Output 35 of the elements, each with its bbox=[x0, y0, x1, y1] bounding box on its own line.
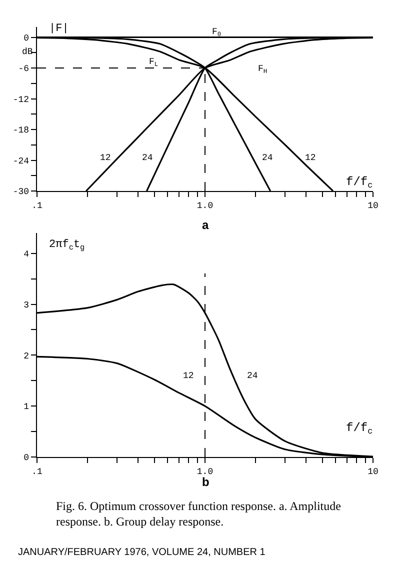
annotation: F$_{L}$ bbox=[149, 57, 158, 68]
annotation: F$_{H}$ bbox=[258, 64, 268, 75]
x-tick-label: 10 bbox=[368, 466, 378, 477]
annotation: 12 bbox=[100, 153, 111, 163]
annotation: 12 bbox=[305, 153, 316, 163]
y-tick-label: 1 bbox=[24, 402, 30, 412]
annotation: F$_{0}$ bbox=[212, 27, 222, 38]
y-tick-label: -24 bbox=[12, 156, 30, 166]
y-tick-label: -12 bbox=[12, 94, 30, 105]
y-tick-label: 0 bbox=[24, 453, 30, 464]
annotation: 12 bbox=[183, 371, 194, 381]
y-axis-title: 2πf$_{c}$t$_{g}$ bbox=[49, 239, 85, 252]
y-tick-label: -30 bbox=[12, 187, 30, 198]
y-tick-label: 0 bbox=[24, 33, 30, 44]
annotation: 24 bbox=[247, 371, 258, 381]
x-axis-title: f/f$_{c}$ bbox=[346, 175, 373, 191]
y-tick-label: 2 bbox=[24, 351, 30, 362]
x-tick-label: .1 bbox=[32, 200, 42, 211]
x-tick-label: 1.0 bbox=[196, 466, 214, 477]
x-tick-label: 10 bbox=[368, 200, 378, 211]
text: dB bbox=[22, 47, 34, 57]
x-tick-label: .1 bbox=[32, 466, 42, 477]
y-axis-title: |F| bbox=[49, 23, 69, 35]
y-tick-label: 3 bbox=[24, 300, 30, 310]
x-axis-title: f/f$_{c}$ bbox=[346, 421, 373, 437]
y-tick-label: 4 bbox=[24, 250, 30, 260]
annotation: 24 bbox=[262, 153, 273, 163]
annotation: 24 bbox=[142, 153, 153, 163]
text: JANUARY/FEBRUARY 1976, VOLUME 24, NUMBER 1 bbox=[18, 547, 266, 558]
text: b bbox=[202, 475, 210, 489]
x-tick-label: 1.0 bbox=[196, 200, 214, 211]
y-tick-label: -6 bbox=[18, 64, 30, 74]
text: a bbox=[202, 218, 209, 232]
y-tick-label: -18 bbox=[12, 126, 30, 136]
caption: Fig. 6. Optimum crossover function response. a. Amplitude response. b. Group delay response. bbox=[56, 499, 341, 529]
